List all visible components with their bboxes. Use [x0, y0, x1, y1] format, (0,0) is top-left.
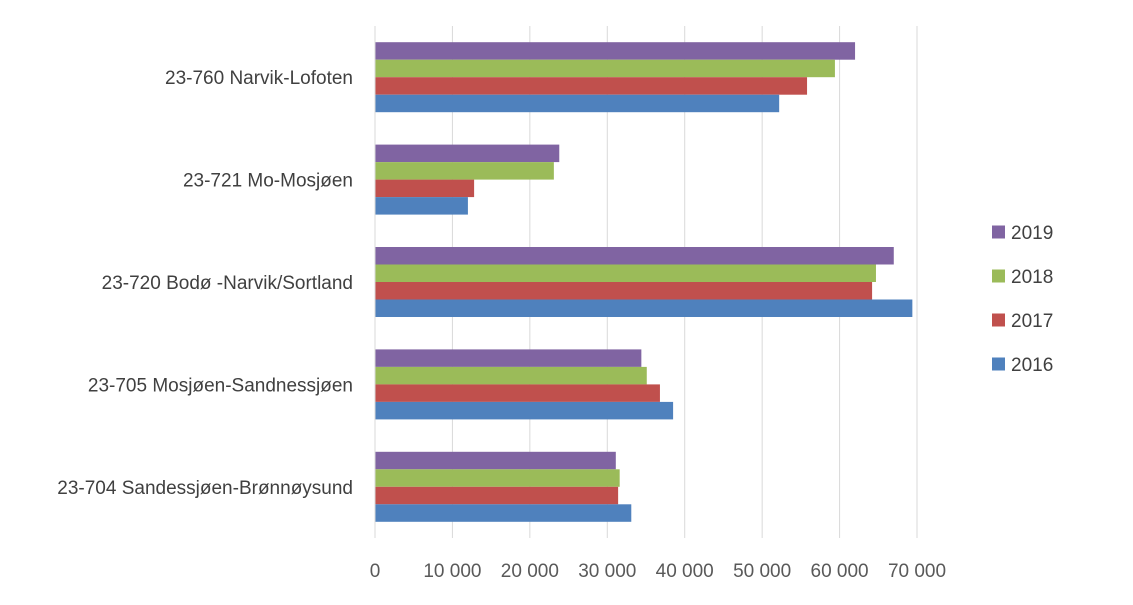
category-label-3: 23-705 Mosjøen-Sandnessjøen [88, 375, 353, 396]
bar-2016-cat-0 [375, 94, 780, 113]
x-tick-label-0: 0 [370, 561, 381, 582]
bar-2019-cat-3 [375, 349, 642, 367]
bar-2019-cat-1 [375, 144, 560, 163]
category-labels: 23-760 Narvik-Lofoten 23-721 Mo-Mosjøen 23… [57, 68, 353, 499]
legend-swatch-2018 [992, 269, 1005, 283]
bar-2017-cat-1 [375, 179, 475, 198]
bar-2018-cat-1 [375, 162, 554, 180]
legend-swatch-2017 [992, 313, 1005, 327]
x-tick-label-6: 60 000 [811, 561, 869, 582]
category-label-4: 23-704 Sandessjøen-Brønnøysund [57, 478, 353, 499]
x-tick-label-7: 70 000 [888, 561, 946, 582]
x-tick-label-3: 30 000 [578, 561, 636, 582]
x-tick-label-5: 50 000 [733, 561, 791, 582]
category-label-0: 23-760 Narvik-Lofoten [165, 68, 353, 89]
x-tick-labels: 0 10 000 20 000 30 000 40 000 50 000 60 000 70 … [370, 561, 946, 582]
legend-swatch-2019 [992, 225, 1005, 239]
bar-2019-cat-4 [375, 451, 616, 470]
bar-2018-cat-4 [375, 469, 620, 487]
legend: 2019 2018 2017 2016 [992, 223, 1053, 376]
bar-2019-cat-0 [375, 42, 856, 60]
x-tick-label-4: 40 000 [656, 561, 714, 582]
bar-2016-cat-1 [375, 197, 468, 215]
bar-2016-cat-2 [375, 299, 913, 317]
bar-2018-cat-3 [375, 366, 647, 385]
legend-label-2017: 2017 [1011, 311, 1053, 332]
legend-label-2018: 2018 [1011, 267, 1053, 288]
legend-label-2019: 2019 [1011, 223, 1053, 244]
bar-2017-cat-0 [375, 77, 808, 95]
legend-label-2016: 2016 [1011, 355, 1053, 376]
bar-2017-cat-2 [375, 282, 873, 300]
category-label-2: 23-720 Bodø -Narvik/Sortland [102, 273, 353, 294]
bar-2018-cat-2 [375, 264, 876, 282]
x-tick-label-1: 10 000 [423, 561, 481, 582]
bar-2018-cat-0 [375, 59, 835, 78]
category-label-1: 23-721 Mo-Mosjøen [183, 171, 353, 192]
bars [375, 42, 913, 522]
bar-2016-cat-4 [375, 504, 632, 522]
legend-swatch-2016 [992, 357, 1005, 371]
x-tick-label-2: 20 000 [501, 561, 559, 582]
bar-2016-cat-3 [375, 401, 674, 420]
bar-2017-cat-4 [375, 486, 619, 505]
bar-2017-cat-3 [375, 384, 660, 402]
bar-2019-cat-2 [375, 247, 894, 265]
